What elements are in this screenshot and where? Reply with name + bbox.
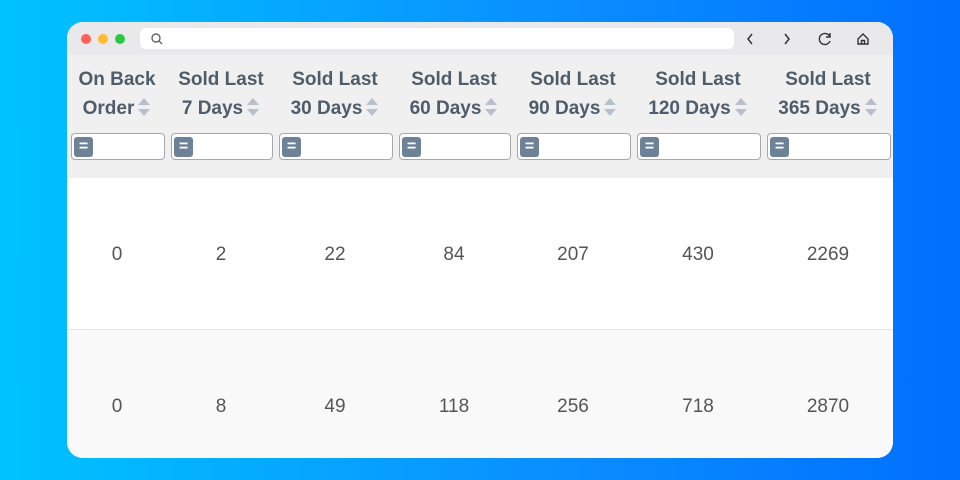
sort-icon[interactable] xyxy=(603,96,617,118)
header-text: Order xyxy=(82,98,135,119)
forward-button[interactable] xyxy=(777,29,797,49)
header-text: Sold Last xyxy=(292,69,378,90)
filter-operator-button[interactable]: = xyxy=(174,137,193,157)
table-cell: 118 xyxy=(438,396,470,417)
back-button[interactable] xyxy=(740,29,760,49)
table-cell: 2269 xyxy=(806,244,850,265)
browser-toolbar xyxy=(67,22,893,55)
table-cell: 256 xyxy=(557,396,589,417)
header-text: Sold Last xyxy=(785,69,871,90)
minimize-button[interactable] xyxy=(98,34,108,44)
filter-operator-button[interactable]: = xyxy=(640,137,659,157)
column-header: Sold Last 120 Days xyxy=(633,65,763,123)
filter-operator-button[interactable]: = xyxy=(74,137,93,157)
search-icon xyxy=(151,33,163,45)
column-header: Sold Last 30 Days xyxy=(275,65,395,123)
address-bar[interactable] xyxy=(140,28,734,49)
column-header: Sold Last 7 Days xyxy=(167,65,275,123)
filter-input[interactable]: = xyxy=(517,133,631,160)
header-text: 60 Days xyxy=(409,98,482,119)
header-text: 30 Days xyxy=(290,98,363,119)
table-row: 0 8 49 118 256 718 2870 xyxy=(67,329,893,458)
reload-button[interactable] xyxy=(815,29,835,49)
table-cell: 430 xyxy=(682,244,714,265)
sort-icon[interactable] xyxy=(864,96,878,118)
home-button[interactable] xyxy=(853,29,873,49)
column-header: Sold Last 365 Days xyxy=(763,65,893,123)
table-cell: 49 xyxy=(324,396,346,417)
header-text: 7 Days xyxy=(181,98,244,119)
filter-operator-button[interactable]: = xyxy=(402,137,421,157)
filter-input[interactable]: = xyxy=(637,133,761,160)
sort-icon[interactable] xyxy=(137,96,151,118)
filter-input[interactable]: = xyxy=(71,133,165,160)
header-text: Sold Last xyxy=(655,69,741,90)
table-cell: 84 xyxy=(443,244,465,265)
table-cell: 207 xyxy=(557,244,589,265)
filter-operator-button[interactable]: = xyxy=(520,137,539,157)
column-header: On Back Order xyxy=(67,65,167,123)
column-header: Sold Last 90 Days xyxy=(513,65,633,123)
header-text: Sold Last xyxy=(530,69,616,90)
table-cell: 718 xyxy=(682,396,714,417)
table-cell: 2870 xyxy=(806,396,850,417)
sort-icon[interactable] xyxy=(734,96,748,118)
sort-icon[interactable] xyxy=(484,96,498,118)
table-cell: 0 xyxy=(111,396,123,417)
table-cell: 8 xyxy=(215,396,227,417)
filter-input[interactable]: = xyxy=(767,133,891,160)
table-cell: 22 xyxy=(324,244,346,265)
filter-input[interactable]: = xyxy=(171,133,273,160)
header-text: 90 Days xyxy=(528,98,601,119)
table-cell: 2 xyxy=(215,244,227,265)
header-text: 120 Days xyxy=(648,98,731,119)
table-row: 0 2 22 84 207 430 2269 xyxy=(67,178,893,329)
header-text: On Back xyxy=(78,69,156,90)
sort-icon[interactable] xyxy=(246,96,260,118)
header-text: 365 Days xyxy=(778,98,861,119)
filter-input[interactable]: = xyxy=(399,133,511,160)
sort-icon[interactable] xyxy=(365,96,379,118)
table-cell: 0 xyxy=(111,244,123,265)
filter-input[interactable]: = xyxy=(279,133,393,160)
column-header: Sold Last 60 Days xyxy=(395,65,513,123)
header-text: Sold Last xyxy=(411,69,497,90)
browser-window: On Back Order = Sold Last 7 Days = Sold Last 30… xyxy=(67,22,893,458)
close-button[interactable] xyxy=(81,34,91,44)
header-text: Sold Last xyxy=(178,69,264,90)
filter-operator-button[interactable]: = xyxy=(282,137,301,157)
maximize-button[interactable] xyxy=(115,34,125,44)
filter-operator-button[interactable]: = xyxy=(770,137,789,157)
